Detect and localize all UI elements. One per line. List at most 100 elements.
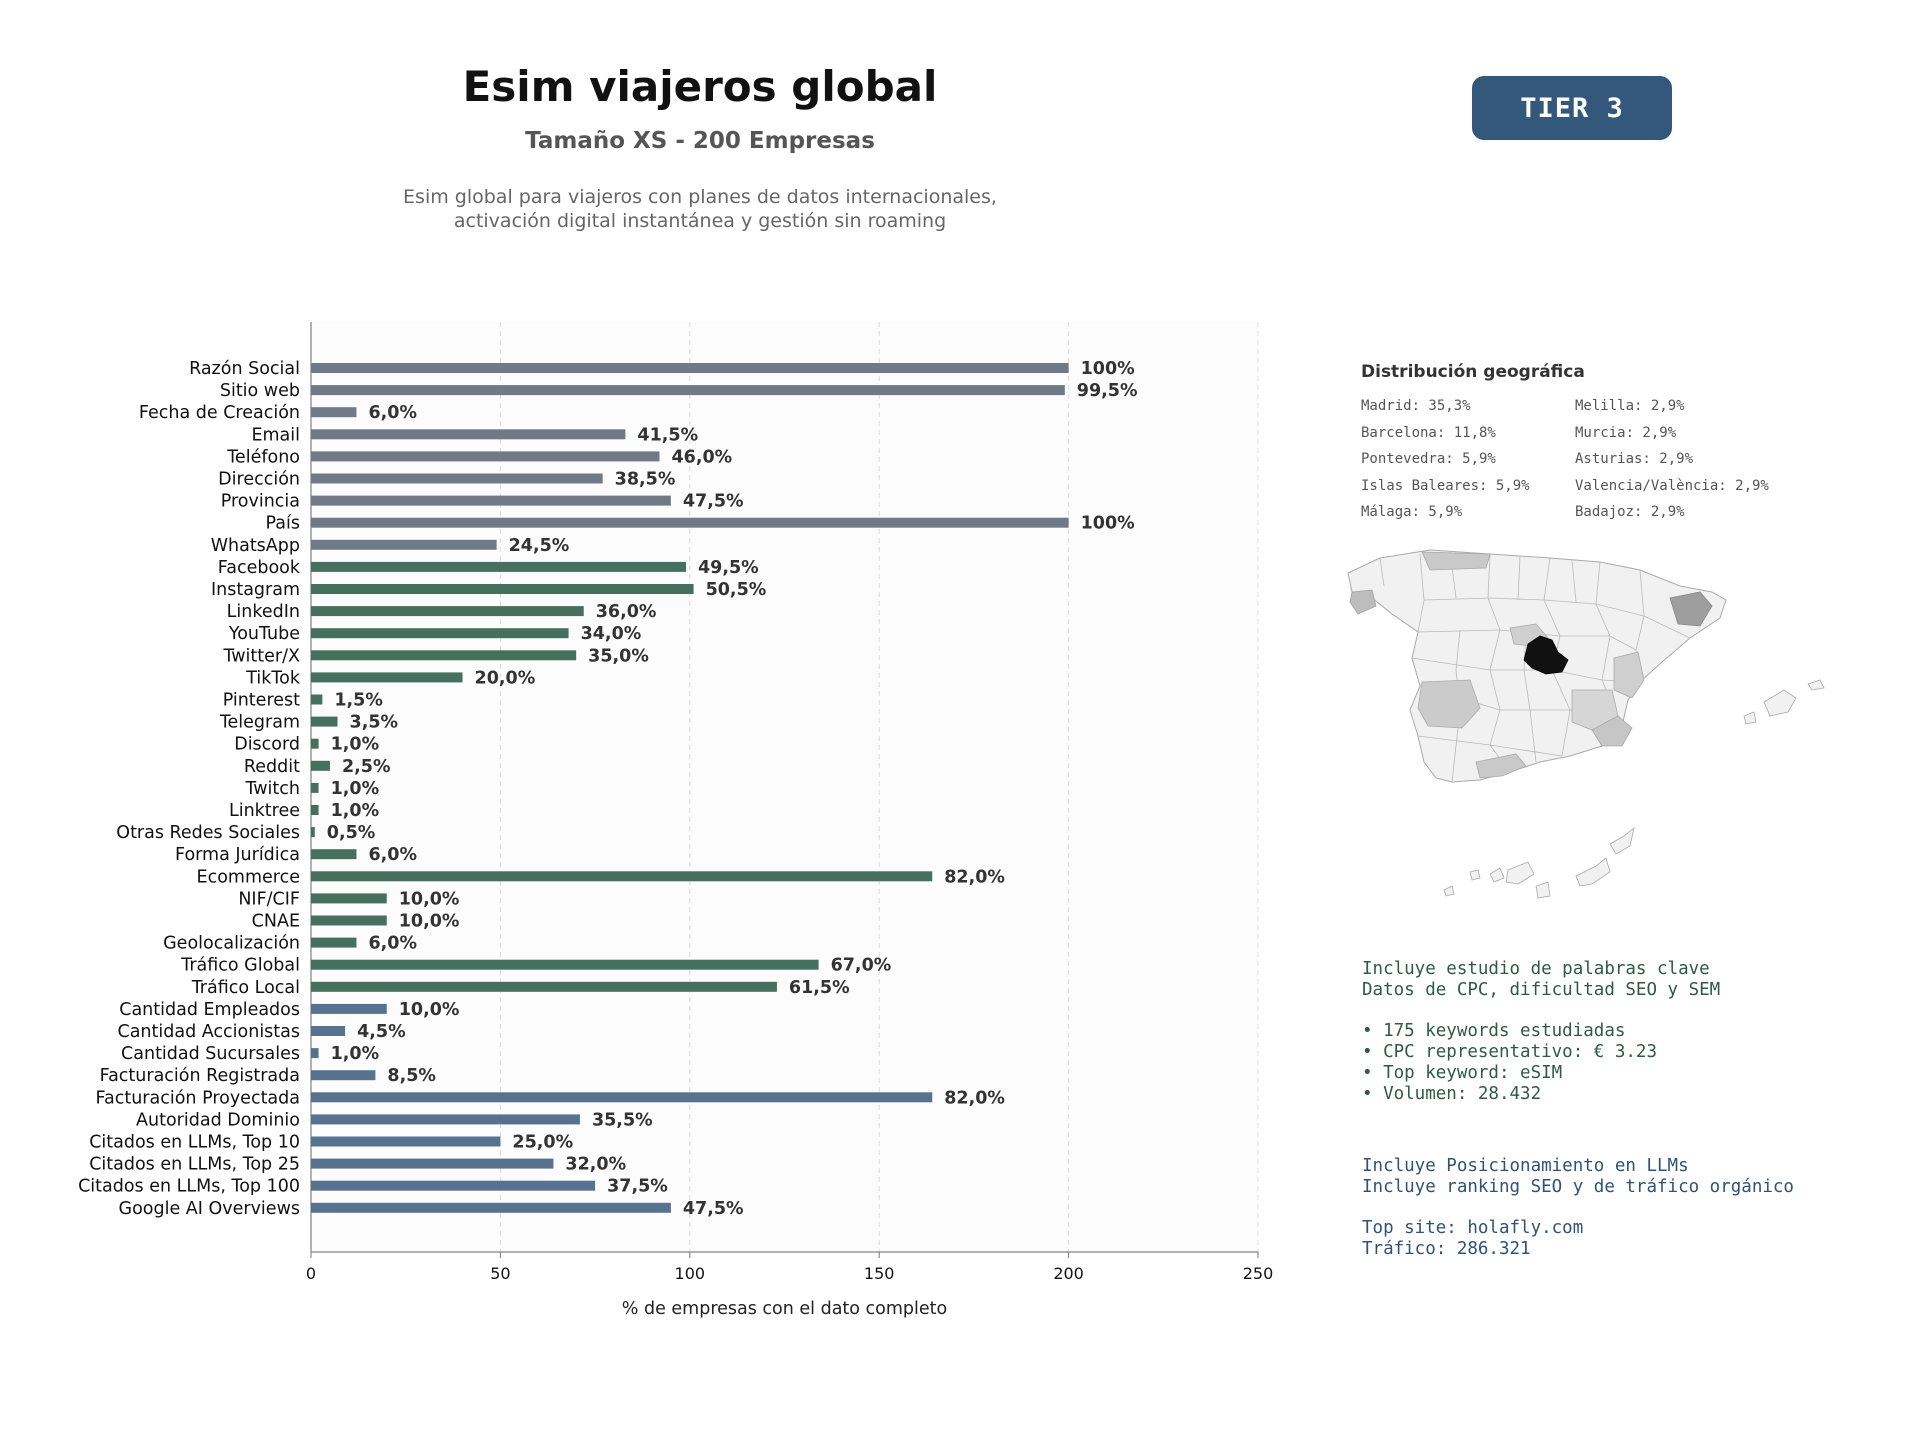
category-label: Forma Jurídica (175, 845, 300, 865)
keywords-bullet: • Volumen: 28.432 (1362, 1084, 1542, 1104)
data-label: 50,5% (706, 580, 767, 600)
data-label: 10,0% (399, 889, 460, 909)
data-label: 10,0% (399, 912, 460, 932)
bar (311, 1114, 580, 1125)
keywords-bullet: • CPC representativo: € 3.23 (1362, 1042, 1658, 1062)
llm-line-1: Incluye Posicionamiento en LLMs (1362, 1156, 1689, 1176)
x-tick-label: 250 (1243, 1264, 1274, 1283)
category-label: Instagram (211, 580, 300, 600)
bar (311, 959, 819, 970)
geo-entry: Pontevedra: 5,9% (1361, 451, 1496, 467)
tier-badge: TIER 3 (1472, 76, 1672, 140)
bar (311, 849, 357, 860)
bar (311, 827, 315, 838)
data-label: 100% (1081, 514, 1135, 534)
geo-entry: Barcelona: 11,8% (1361, 424, 1496, 441)
data-label: 61,5% (789, 978, 850, 998)
data-label: 47,5% (683, 1199, 744, 1219)
category-label: Geolocalización (163, 934, 300, 954)
data-label: 10,0% (399, 1000, 460, 1020)
keywords-bullet: • Top keyword: eSIM (1362, 1063, 1563, 1083)
geo-entry: Asturias: 2,9% (1575, 451, 1694, 467)
category-label: Twitter/X (222, 646, 300, 666)
category-label: Pinterest (223, 691, 300, 711)
x-tick-label: 200 (1053, 1264, 1084, 1283)
bar (311, 1003, 387, 1014)
geo-entry: Madrid: 35,3% (1361, 398, 1471, 414)
data-label: 46,0% (671, 447, 732, 467)
bar (311, 672, 463, 683)
data-label: 2,5% (342, 757, 391, 777)
data-label: 20,0% (475, 668, 536, 688)
madrid-region (1523, 635, 1569, 675)
keywords-line-2: Datos de CPC, dificultad SEO y SEM (1362, 980, 1721, 1000)
description-line-2: activación digital instantánea y gestión… (453, 210, 947, 232)
llm-top-site: Top site: holafly.com (1362, 1218, 1584, 1238)
geo-entry: Valencia/València: 2,9% (1575, 477, 1769, 494)
badajoz-region (1417, 679, 1481, 729)
data-label: 3,5% (350, 713, 399, 733)
category-label: Twitch (244, 779, 300, 799)
category-label: Facturación Proyectada (96, 1088, 300, 1108)
data-label: 37,5% (607, 1177, 668, 1197)
geo-entry: Melilla: 2,9% (1575, 398, 1685, 414)
geo-distribution-title: Distribución geográfica (1361, 362, 1585, 382)
data-label: 35,5% (592, 1110, 653, 1130)
x-tick-label: 150 (864, 1264, 895, 1283)
category-label: Ecommerce (197, 867, 300, 887)
geo-entry: Islas Baleares: 5,9% (1361, 477, 1530, 494)
category-label: Otras Redes Sociales (116, 823, 300, 843)
geo-entry: Badajoz: 2,9% (1575, 504, 1685, 520)
bar (311, 517, 1069, 528)
balearic-islands-shape (1763, 689, 1797, 717)
category-label: NIF/CIF (238, 889, 300, 909)
x-tick-label: 50 (490, 1264, 510, 1283)
bar (311, 1136, 501, 1147)
bar (311, 1180, 596, 1191)
bar (311, 893, 387, 904)
bar (311, 363, 1069, 373)
bar (311, 606, 584, 617)
bar (311, 473, 603, 484)
data-label: 24,5% (509, 536, 570, 556)
bar (311, 628, 569, 639)
bar-chart: Razón Social 100% Sitio web 99,5% Fecha de C… (78, 322, 1274, 1319)
data-label: 6,0% (368, 934, 417, 954)
barcelona-region (1669, 591, 1713, 627)
keywords-bullet: • 175 keywords estudiadas (1362, 1021, 1626, 1041)
bar (311, 429, 626, 440)
data-label: 1,5% (334, 691, 383, 711)
bar (311, 539, 497, 550)
llm-line-2: Incluye ranking SEO y de tráfico orgánic… (1362, 1177, 1794, 1197)
bar (311, 407, 357, 418)
malaga-region (1475, 753, 1527, 779)
bar (311, 385, 1065, 396)
geo-list-column-1: Madrid: 35,3% Barcelona: 11,8% Pontevedr… (1361, 398, 1530, 531)
category-label: Fecha de Creación (139, 403, 300, 423)
ibiza-shape (1743, 711, 1757, 725)
category-label: Cantidad Sucursales (121, 1044, 300, 1064)
category-label: TikTok (245, 668, 301, 688)
category-label: Dirección (218, 470, 300, 490)
bar (311, 650, 577, 661)
bar (311, 716, 338, 727)
category-label: Tráfico Local (191, 978, 300, 998)
data-label: 32,0% (565, 1155, 626, 1175)
category-label: Email (251, 425, 300, 445)
category-label: Discord (234, 735, 300, 755)
category-label: Tráfico Global (180, 956, 300, 976)
page-title: Esim viajeros global (462, 62, 938, 111)
bar (311, 782, 319, 793)
data-label: 35,0% (588, 646, 649, 666)
category-label: Facebook (218, 558, 301, 578)
category-label: Telegram (219, 713, 300, 733)
data-label: 0,5% (327, 823, 376, 843)
data-label: 41,5% (637, 425, 698, 445)
category-label: Citados en LLMs, Top 100 (78, 1177, 300, 1197)
page-description: Esim global para viajeros con planes de … (300, 185, 1100, 233)
bar (311, 1158, 554, 1169)
bar (311, 981, 777, 992)
geo-entry: Málaga: 5,9% (1361, 504, 1463, 520)
valencia-region (1613, 651, 1645, 699)
bar (311, 937, 357, 948)
